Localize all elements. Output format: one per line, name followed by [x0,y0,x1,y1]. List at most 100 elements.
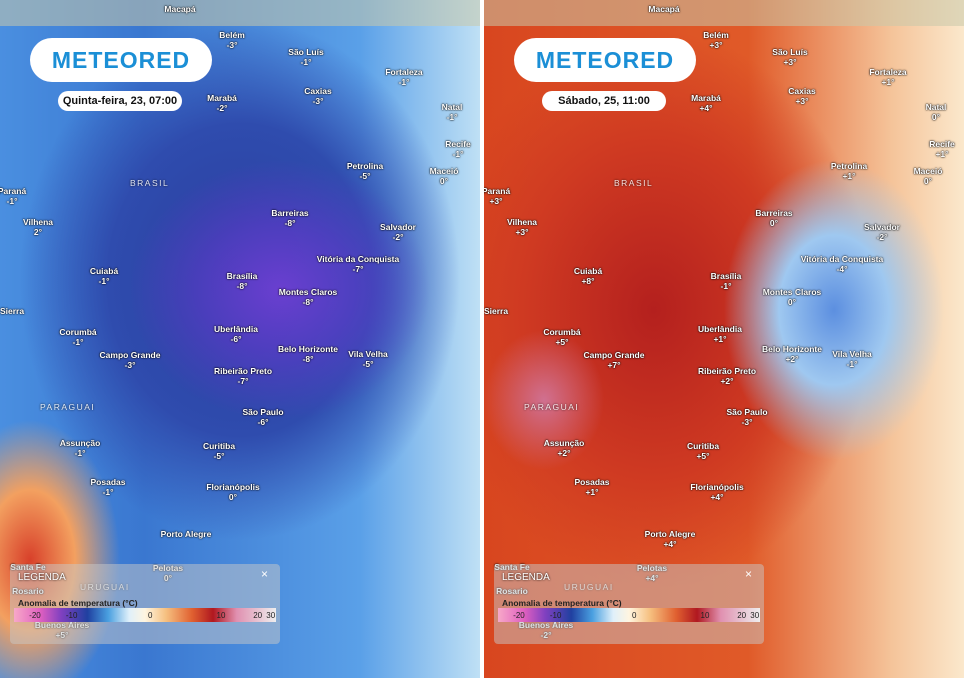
legend-tick: -10 [65,611,78,620]
city-label: Curitiba +5° [687,441,719,461]
city-name: São Paulo [726,407,768,417]
legend-tick: 0 [148,611,153,620]
city-name: Caxias [788,86,816,96]
city-anomaly: +3° [709,40,723,50]
city-name: Belo Horizonte [278,344,338,354]
city-anomaly: -8° [236,281,248,291]
city-anomaly: +3° [783,57,797,67]
city-anomaly: -5° [362,359,374,369]
legend-title: LEGENDA [18,572,66,583]
city-anomaly: +8° [581,276,595,286]
city-label: Assunção -1° [60,438,101,458]
city-label: Recife -1° [445,139,471,159]
city-label: Porto Alegre [161,529,212,539]
city-label: Vitória da Conquista -4° [801,254,884,274]
city-label: Paraná +3° [484,186,510,206]
city-anomaly: -1° [300,57,312,67]
city-name: Recife [445,139,471,149]
city-label: Florianópolis 0° [206,482,259,502]
legend: LEGENDA × Anomalia de temperatura (°C) -20 -… [494,564,764,644]
city-label: Vila Velha -5° [348,349,388,369]
city-anomaly: +4° [699,103,713,113]
city-name: Florianópolis [690,482,744,492]
legend-close[interactable]: × [744,567,752,581]
city-label: Caxias -3° [304,86,331,106]
city-name: Paraná [0,186,27,196]
city-name: Fortaleza [869,67,907,77]
city-name: Belém [703,30,729,40]
city-label: São Luís -1° [288,47,323,67]
city-label: Vilhena +3° [507,217,537,237]
city-anomaly: -7° [237,376,249,386]
city-anomaly: -2° [216,103,228,113]
city-label: Curitiba -5° [203,441,235,461]
city-label: Montes Claros 0° [763,287,822,307]
city-label: Macapá [648,4,679,14]
city-anomaly: +1° [842,171,856,181]
legend-close[interactable]: × [260,567,268,581]
city-anomaly: +2° [785,354,799,364]
city-label: Sierra [484,306,508,316]
map-panel: BRASILPARAGUAIURUGUAIMacapáBelém-3°São L… [0,0,480,678]
city-anomaly: +4° [710,492,724,502]
city-label: Marabá +4° [691,93,721,113]
city-name: Vilhena [506,217,538,227]
city-name: Recife [929,139,955,149]
city-anomaly: +1° [585,487,599,497]
city-anomaly: 2° [33,227,43,237]
city-label: Natal -1° [442,102,463,122]
city-name: Florianópolis [206,482,260,492]
city-anomaly: -1° [446,112,458,122]
city-anomaly: +5° [555,337,569,347]
city-name: Salvador [864,222,900,232]
city-name: Caxias [304,86,332,96]
city-name: Corumbá [59,327,97,337]
city-label: Campo Grande +7° [584,350,645,370]
city-anomaly: +1° [935,149,949,159]
city-name: Maceió [913,166,943,176]
city-label: Paraná -1° [0,186,26,206]
city-label: Marabá -2° [207,93,237,113]
city-label: Montes Claros -8° [279,287,338,307]
country-label: BRASIL [130,178,170,188]
city-name: Barreiras [755,208,793,218]
city-name: Curitiba [686,441,720,451]
city-name: Curitiba [202,441,236,451]
city-anomaly: -2° [876,232,888,242]
legend-color-bar [14,608,276,622]
city-label: Fortaleza -1° [385,67,422,87]
city-label: Salvador -2° [864,222,900,242]
city-anomaly: -1° [74,448,86,458]
city-label: Uberlândia -6° [214,324,258,344]
city-anomaly: -6° [230,334,242,344]
city-name: Brasília [710,271,742,281]
city-label: Natal 0° [926,102,947,122]
city-name: Posadas [90,477,126,487]
city-label: Posadas +1° [575,477,610,497]
city-label: Belo Horizonte +2° [762,344,822,364]
city-anomaly: -1° [452,149,464,159]
city-anomaly: -1° [98,276,110,286]
legend-tick: 30 [750,611,760,620]
city-name: Montes Claros [762,287,822,297]
legend-subtitle: Anomalia de temperatura (°C) [502,598,622,608]
legend-tick: -20 [513,611,525,620]
city-name: Maceió [429,166,459,176]
city-label: Sierra [0,306,24,316]
city-name: Vitória da Conquista [800,254,884,264]
city-label: São Luís +3° [772,47,807,67]
legend-tick: 30 [266,611,276,620]
city-label: Posadas -1° [91,477,126,497]
city-label: Ribeirão Preto -7° [214,366,272,386]
city-name: Brasília [226,271,258,281]
city-name: Vilhena [22,217,54,227]
city-anomaly: -2° [392,232,404,242]
legend-title: LEGENDA [502,572,550,583]
city-name: Uberlândia [214,324,258,334]
city-label: Barreiras 0° [755,208,792,228]
city-anomaly: +2° [557,448,571,458]
city-label: Maceió 0° [430,166,459,186]
legend-tick: 0 [632,611,637,620]
city-anomaly: -3° [312,96,324,106]
city-name: Ribeirão Preto [213,366,273,376]
